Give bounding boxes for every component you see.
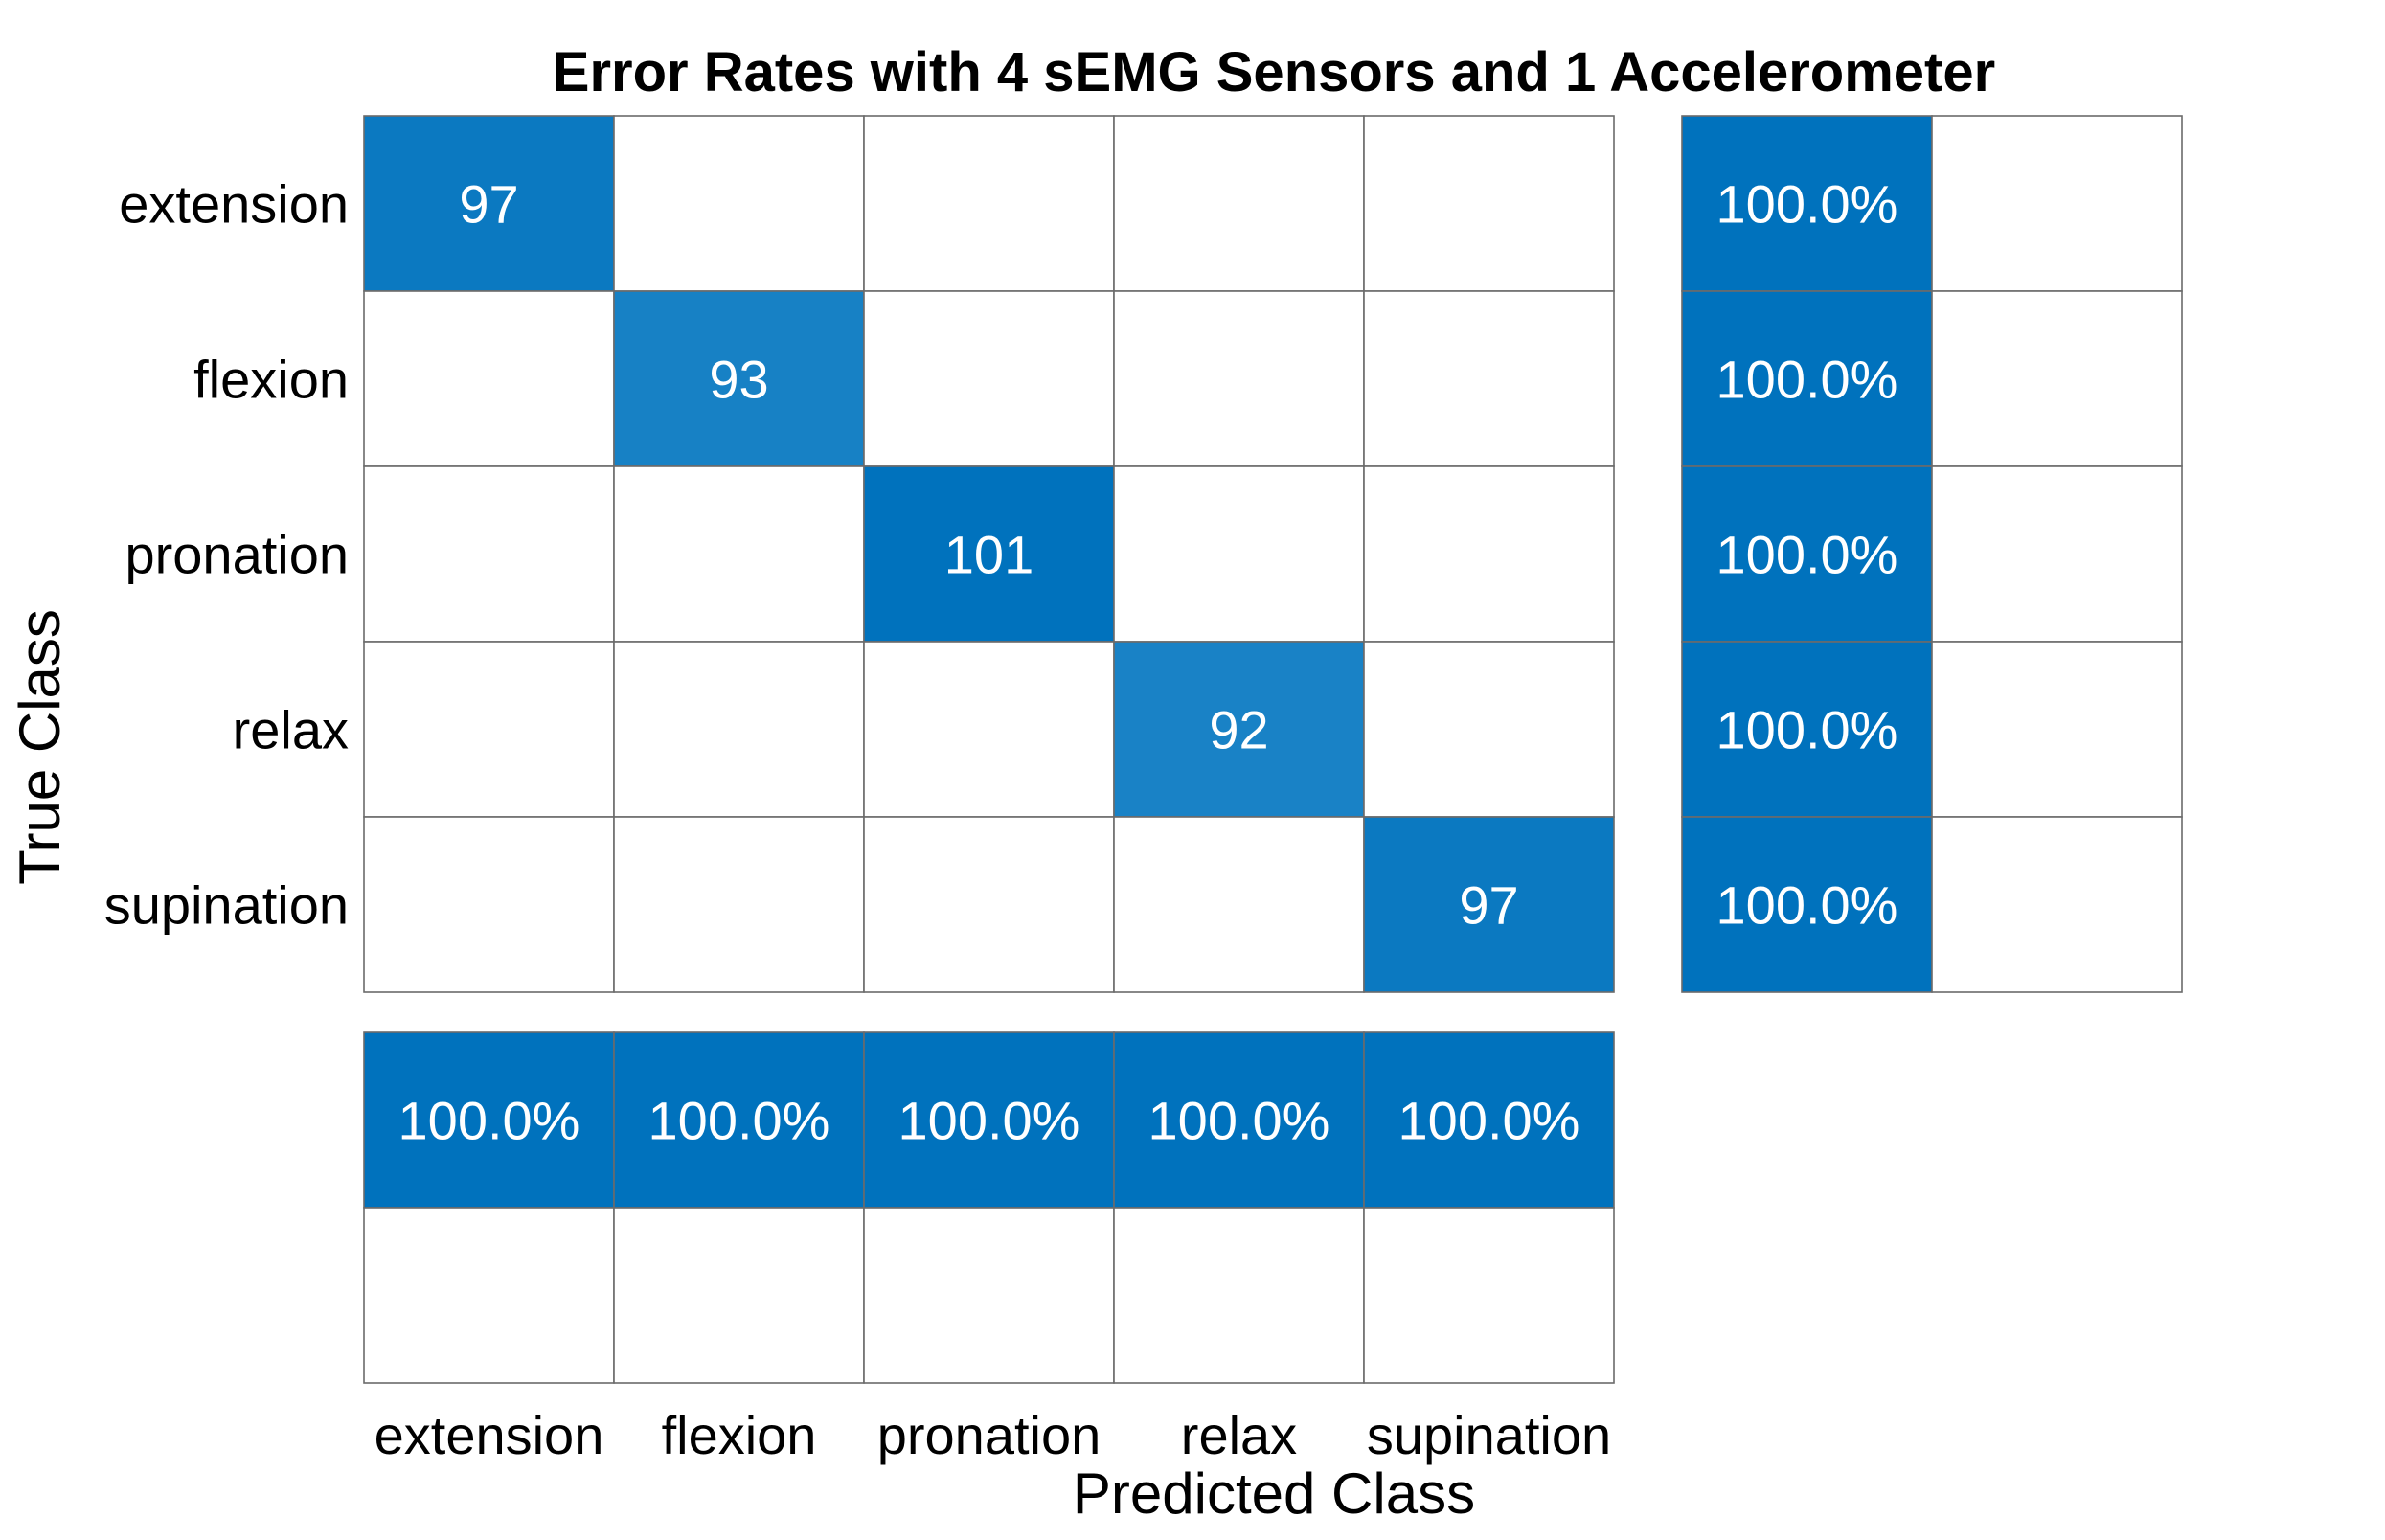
column-summary-incorrect-cell xyxy=(613,1207,865,1384)
column-summary-correct-cell xyxy=(863,1031,1115,1209)
column-summary-incorrect-cell xyxy=(1113,1207,1365,1384)
matrix-cell xyxy=(363,641,615,818)
matrix-cell xyxy=(363,115,615,292)
column-summary-correct-cell xyxy=(1113,1031,1365,1209)
y-tick-label: supination xyxy=(104,875,349,936)
y-tick-label: pronation xyxy=(125,525,349,585)
matrix-cell xyxy=(1363,816,1615,993)
matrix-cell xyxy=(1113,115,1365,292)
cell-value: 101 xyxy=(944,525,1034,585)
row-summary-correct-cell xyxy=(1681,816,1933,993)
x-tick-label: pronation xyxy=(877,1405,1102,1465)
column-summary-percent: 100.0% xyxy=(1148,1091,1330,1151)
x-tick-label: extension xyxy=(375,1405,604,1465)
matrix-cell xyxy=(613,290,865,467)
y-tick-label: extension xyxy=(119,174,349,235)
row-summary-incorrect-cell xyxy=(1931,115,2183,292)
matrix-cell xyxy=(363,816,615,993)
matrix-cell xyxy=(1363,465,1615,643)
matrix-cell xyxy=(863,816,1115,993)
matrix-cell xyxy=(863,465,1115,643)
row-summary-incorrect-cell xyxy=(1931,816,2183,993)
matrix-cell xyxy=(863,641,1115,818)
matrix-cell xyxy=(1363,641,1615,818)
matrix-cell xyxy=(863,290,1115,467)
column-summary-percent: 100.0% xyxy=(398,1091,580,1151)
row-summary-incorrect-cell xyxy=(1931,465,2183,643)
matrix-cell xyxy=(1113,816,1365,993)
matrix-cell xyxy=(613,465,865,643)
matrix-cell xyxy=(1363,290,1615,467)
column-summary-percent: 100.0% xyxy=(1398,1091,1580,1151)
column-summary: 100.0% 100.0% 100.0% 100.0% 100.0% xyxy=(363,1031,1615,1384)
x-tick-labels: extension flexion pronation relax supination xyxy=(375,1405,1612,1465)
row-summary-percent: 100.0% xyxy=(1716,525,1898,585)
matrix-cell xyxy=(863,115,1115,292)
cell-value: 97 xyxy=(459,174,518,235)
y-tick-labels: extension flexion pronation relax supination xyxy=(104,174,349,936)
matrix-cell xyxy=(613,816,865,993)
matrix-cell xyxy=(1363,115,1615,292)
column-summary-incorrect-cell xyxy=(863,1207,1115,1384)
cell-value: 97 xyxy=(1459,875,1518,936)
cell-value: 93 xyxy=(709,350,768,410)
x-tick-label: flexion xyxy=(662,1405,817,1465)
confusion-matrix: 97 93 101 92 97 xyxy=(363,115,1615,993)
matrix-cell xyxy=(363,290,615,467)
row-summary-percent: 100.0% xyxy=(1716,700,1898,760)
matrix-cell xyxy=(1113,465,1365,643)
x-tick-label: relax xyxy=(1181,1405,1297,1465)
row-summary-percent: 100.0% xyxy=(1716,174,1898,235)
matrix-cell xyxy=(1113,641,1365,818)
column-summary-incorrect-cell xyxy=(363,1207,615,1384)
matrix-cell xyxy=(363,465,615,643)
matrix-cell xyxy=(1113,290,1365,467)
column-summary-correct-cell xyxy=(1363,1031,1615,1209)
x-tick-label: supination xyxy=(1367,1405,1611,1465)
x-axis-label: Predicted Class xyxy=(1073,1461,1475,1526)
row-summary-incorrect-cell xyxy=(1931,641,2183,818)
column-summary-correct-cell xyxy=(613,1031,865,1209)
chart-title: Error Rates with 4 sEMG Sensors and 1 Ac… xyxy=(553,41,1995,103)
column-summary-incorrect-cell xyxy=(1363,1207,1615,1384)
column-summary-percent: 100.0% xyxy=(898,1091,1080,1151)
column-summary-percent: 100.0% xyxy=(648,1091,830,1151)
row-summary-correct-cell xyxy=(1681,115,1933,292)
y-axis-label: True Class xyxy=(8,609,72,885)
matrix-cell xyxy=(613,115,865,292)
row-summary-correct-cell xyxy=(1681,465,1933,643)
matrix-cell xyxy=(613,641,865,818)
row-summary-incorrect-cell xyxy=(1931,290,2183,467)
y-tick-label: relax xyxy=(233,700,349,760)
cell-value: 92 xyxy=(1209,700,1268,760)
row-summary: 100.0% 100.0% 100.0% 100.0% 100.0% xyxy=(1681,115,2183,993)
row-summary-percent: 100.0% xyxy=(1716,875,1898,936)
y-tick-label: flexion xyxy=(193,350,349,410)
row-summary-percent: 100.0% xyxy=(1716,350,1898,410)
